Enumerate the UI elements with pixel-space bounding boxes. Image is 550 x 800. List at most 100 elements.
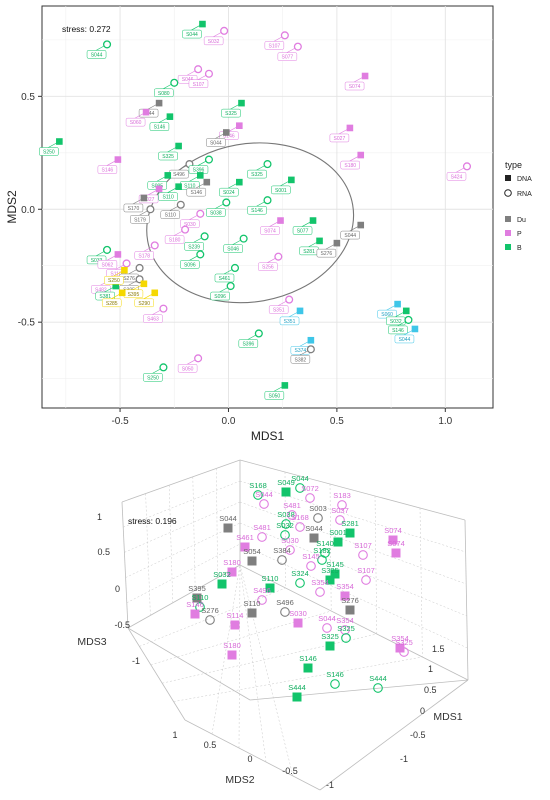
- point-label: S496: [253, 586, 271, 595]
- point-label: S074: [264, 229, 276, 235]
- dna-point-marker: [227, 567, 237, 577]
- point-label: S170: [128, 206, 140, 212]
- dna-point-marker: [411, 325, 419, 333]
- point-label-box: [158, 192, 178, 201]
- point-label: S044: [291, 474, 309, 483]
- point-label: S276: [321, 251, 333, 257]
- point-label: S168: [291, 513, 309, 522]
- dna-point-marker: [247, 608, 257, 618]
- point-label: S077: [297, 229, 309, 235]
- point-label: S140: [316, 539, 334, 548]
- dna-point-marker: [217, 579, 227, 589]
- dna-point-marker: [281, 487, 291, 497]
- dna-point-marker: [118, 289, 126, 297]
- point-label-box: [97, 165, 118, 174]
- point-label-box: [188, 79, 209, 89]
- grid-line: [124, 501, 241, 553]
- rna-point-marker: [196, 250, 205, 259]
- legend-title: type: [505, 160, 522, 170]
- point-label: S027: [334, 136, 346, 142]
- point-label-box: [329, 133, 350, 143]
- point-label: S325: [162, 154, 174, 160]
- rna-point-marker: [200, 232, 209, 241]
- point-label: S180: [344, 163, 356, 169]
- point-label: S354: [336, 582, 354, 591]
- point-label-box: [125, 117, 146, 127]
- dna-point-marker: [402, 307, 410, 315]
- axis-frame-line: [239, 564, 469, 681]
- point-label-box: [86, 50, 107, 59]
- point-label: S384: [273, 546, 291, 555]
- point-label: S146: [186, 600, 204, 609]
- point-label: S250: [43, 150, 55, 156]
- grid-line: [239, 564, 267, 763]
- x-tick-label: 0: [420, 706, 425, 716]
- z-tick-label: -1: [132, 656, 140, 666]
- point-label-box: [214, 273, 235, 283]
- point-label: S110: [184, 183, 196, 189]
- point-label-box: [264, 391, 285, 400]
- point-label: S351: [273, 308, 285, 314]
- point-label-box: [130, 215, 150, 224]
- y-axis-label: MDS2: [225, 774, 254, 786]
- point-label-box: [238, 339, 259, 348]
- y-tick-label: -0.5: [282, 766, 298, 776]
- rna-point-marker: [239, 234, 248, 243]
- stress-label: stress: 0.272: [62, 24, 111, 34]
- rna-point-marker: [335, 515, 345, 525]
- grid-line: [145, 493, 151, 616]
- dna-point-marker: [140, 280, 148, 288]
- dna-point-marker: [112, 282, 120, 290]
- dna-point-marker: [114, 156, 122, 163]
- legend-group-marker: [505, 230, 511, 236]
- rna-point-marker: [259, 499, 269, 509]
- point-label: S046: [227, 247, 239, 253]
- point-label: S060: [381, 312, 393, 318]
- rna-point-marker: [305, 493, 315, 503]
- rna-point-marker: [170, 78, 179, 87]
- rna-point-marker: [195, 602, 205, 612]
- dna-point-marker: [155, 99, 163, 107]
- point-label: S044: [186, 32, 198, 38]
- point-label: S146: [326, 670, 344, 679]
- y-tick-label: -1: [326, 780, 334, 790]
- dna-point-marker: [190, 609, 200, 619]
- y-tick-label: 1: [172, 730, 177, 740]
- grid-line: [239, 522, 467, 617]
- legend-group-label: B: [517, 245, 522, 252]
- dna-point-marker: [265, 583, 275, 593]
- point-label: S168: [249, 481, 267, 490]
- point-label-box: [340, 230, 360, 240]
- point-label: S146: [392, 328, 404, 334]
- point-label: S054: [243, 547, 261, 556]
- point-label: S044: [318, 614, 336, 623]
- rna-point-marker: [295, 578, 305, 588]
- dna-point-marker: [303, 663, 313, 673]
- legend-group-label: Du: [517, 217, 526, 224]
- dna-point-marker: [203, 178, 211, 186]
- rna-point-marker: [295, 483, 305, 493]
- legend-group-marker: [505, 216, 511, 222]
- point-label-box: [268, 305, 289, 314]
- dna-point-marker: [388, 535, 398, 545]
- dna-point-marker: [151, 289, 159, 297]
- point-label: S114: [227, 611, 244, 620]
- dna-point-marker: [340, 591, 350, 601]
- rna-point-marker: [285, 545, 295, 555]
- point-label: S030: [289, 609, 307, 618]
- point-label: S444: [369, 674, 387, 683]
- point-label: S033: [91, 258, 103, 264]
- z-tick-label: 0: [115, 584, 120, 594]
- rna-point-marker: [274, 252, 283, 261]
- point-label-box: [221, 108, 241, 118]
- axis-frame-line: [239, 459, 466, 521]
- point-label: S107: [193, 82, 205, 88]
- legend-rna-marker: [504, 189, 512, 197]
- rna-point-marker: [341, 633, 351, 643]
- point-label-box: [279, 316, 300, 326]
- confidence-ellipse: [146, 142, 355, 304]
- point-label: S324: [291, 569, 309, 578]
- x-tick-label: -1: [400, 754, 408, 764]
- y-axis-label: MDS2: [5, 190, 19, 224]
- x-axis-label: MDS1: [251, 429, 285, 440]
